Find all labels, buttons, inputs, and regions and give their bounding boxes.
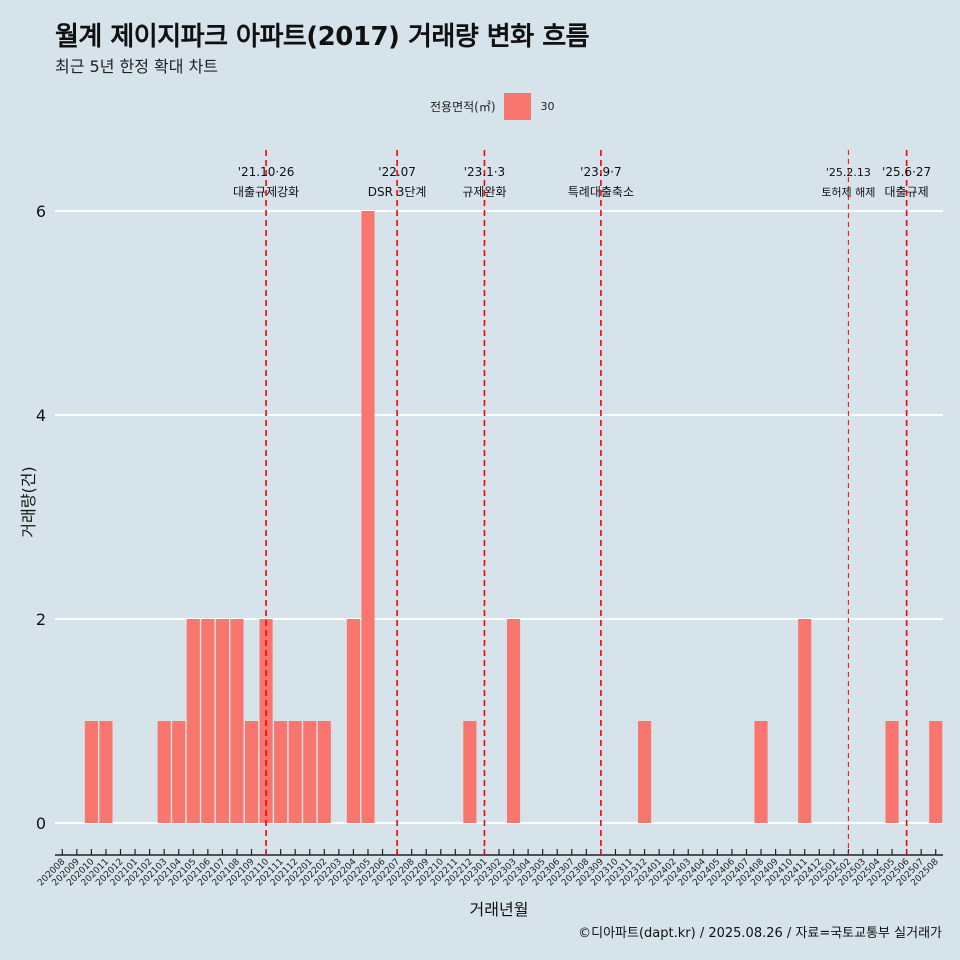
event-date-label: '23.9·7 bbox=[580, 165, 621, 179]
x-axis-title: 거래년월 bbox=[470, 900, 529, 919]
event-date-label: '25.6·27 bbox=[882, 165, 931, 179]
source-credit: ©디아파트(dapt.kr) / 2025.08.26 / 자료=국토교통부 실… bbox=[578, 926, 942, 941]
bar bbox=[361, 211, 375, 823]
bar bbox=[303, 721, 317, 823]
y-tick-label: 0 bbox=[36, 814, 46, 833]
event-label: 대출규제 bbox=[885, 185, 929, 199]
bar bbox=[186, 619, 200, 823]
bar bbox=[201, 619, 215, 823]
legend-swatch bbox=[503, 93, 531, 120]
y-tick-label: 6 bbox=[36, 202, 46, 221]
event-label: 대출규제강화 bbox=[233, 185, 299, 199]
bar bbox=[84, 721, 98, 823]
legend-title: 전용면적(㎡) bbox=[430, 100, 496, 114]
event-label: 토허제 해제 bbox=[821, 185, 875, 199]
event-label: DSR 3단계 bbox=[368, 185, 427, 199]
chart-title: 월계 제이지파크 아파트(2017) 거래량 변화 흐름 bbox=[55, 22, 590, 52]
legend-item-label: 30 bbox=[540, 100, 555, 113]
bar bbox=[929, 721, 943, 823]
event-date-label: '22.07 bbox=[378, 165, 416, 179]
bar bbox=[754, 721, 768, 823]
bar bbox=[463, 721, 477, 823]
bar bbox=[885, 721, 899, 823]
bar bbox=[507, 619, 521, 823]
bar bbox=[798, 619, 812, 823]
chart-subtitle: 최근 5년 한정 확대 차트 bbox=[55, 57, 219, 76]
event-date-label: '25.2.13 bbox=[826, 166, 871, 179]
bar bbox=[638, 721, 652, 823]
bar bbox=[288, 721, 302, 823]
bar bbox=[230, 619, 244, 823]
event-label: 특례대출축소 bbox=[568, 185, 634, 199]
event-label: 규제완화 bbox=[462, 185, 506, 199]
y-axis-title: 거래량(건) bbox=[19, 466, 38, 537]
y-tick-label: 4 bbox=[36, 406, 46, 425]
y-tick-label: 2 bbox=[36, 610, 46, 629]
bar bbox=[99, 721, 113, 823]
bar bbox=[172, 721, 186, 823]
bar bbox=[215, 619, 229, 823]
legend: 전용면적(㎡) 30 bbox=[430, 93, 555, 120]
bar bbox=[317, 721, 331, 823]
bar bbox=[157, 721, 171, 823]
bar bbox=[274, 721, 288, 823]
bar bbox=[346, 619, 360, 823]
bar bbox=[244, 721, 259, 823]
event-date-label: '23.1·3 bbox=[464, 165, 505, 179]
event-date-label: '21.10·26 bbox=[238, 165, 295, 179]
